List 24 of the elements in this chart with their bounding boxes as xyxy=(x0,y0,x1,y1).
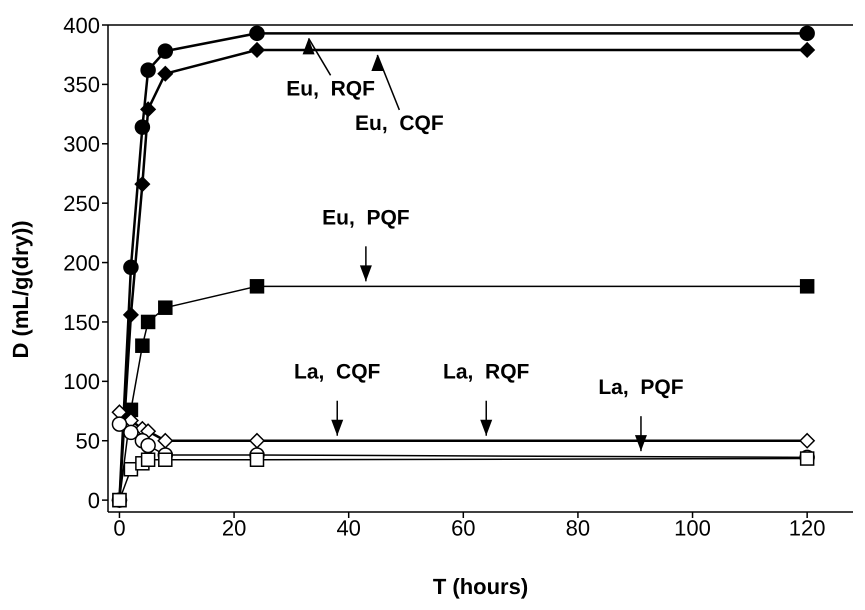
y-tick-label: 400 xyxy=(63,12,100,38)
x-tick-label: 80 xyxy=(566,516,590,541)
y-tick-label: 250 xyxy=(63,190,100,216)
x-tick-label: 20 xyxy=(222,516,246,541)
y-tick-label: 300 xyxy=(63,132,100,157)
y-axis-title: D (mL/g(dry)) xyxy=(8,220,33,358)
x-tick-label: 40 xyxy=(336,516,361,541)
y-tick-label: 150 xyxy=(63,310,100,335)
x-tick-label: 100 xyxy=(674,516,711,541)
annotation: La, CQF xyxy=(294,360,381,384)
annotation: La, PQF xyxy=(598,376,684,400)
annotation: Eu, PQF xyxy=(322,206,410,230)
annotation: La, RQF xyxy=(443,360,530,384)
y-tick-label: 200 xyxy=(63,250,100,276)
annotation: Eu, RQF xyxy=(286,77,376,100)
x-tick-label: 120 xyxy=(788,516,826,541)
x-tick-label: 60 xyxy=(451,516,476,541)
annotation: Eu, CQF xyxy=(355,112,444,135)
x-tick-label: 0 xyxy=(113,516,126,541)
y-tick-label: 50 xyxy=(76,428,100,454)
y-tick-label: 350 xyxy=(63,72,100,98)
y-tick-label: 0 xyxy=(88,488,100,513)
x-axis-title: T (hours) xyxy=(432,574,528,599)
y-tick-label: 100 xyxy=(63,369,100,394)
